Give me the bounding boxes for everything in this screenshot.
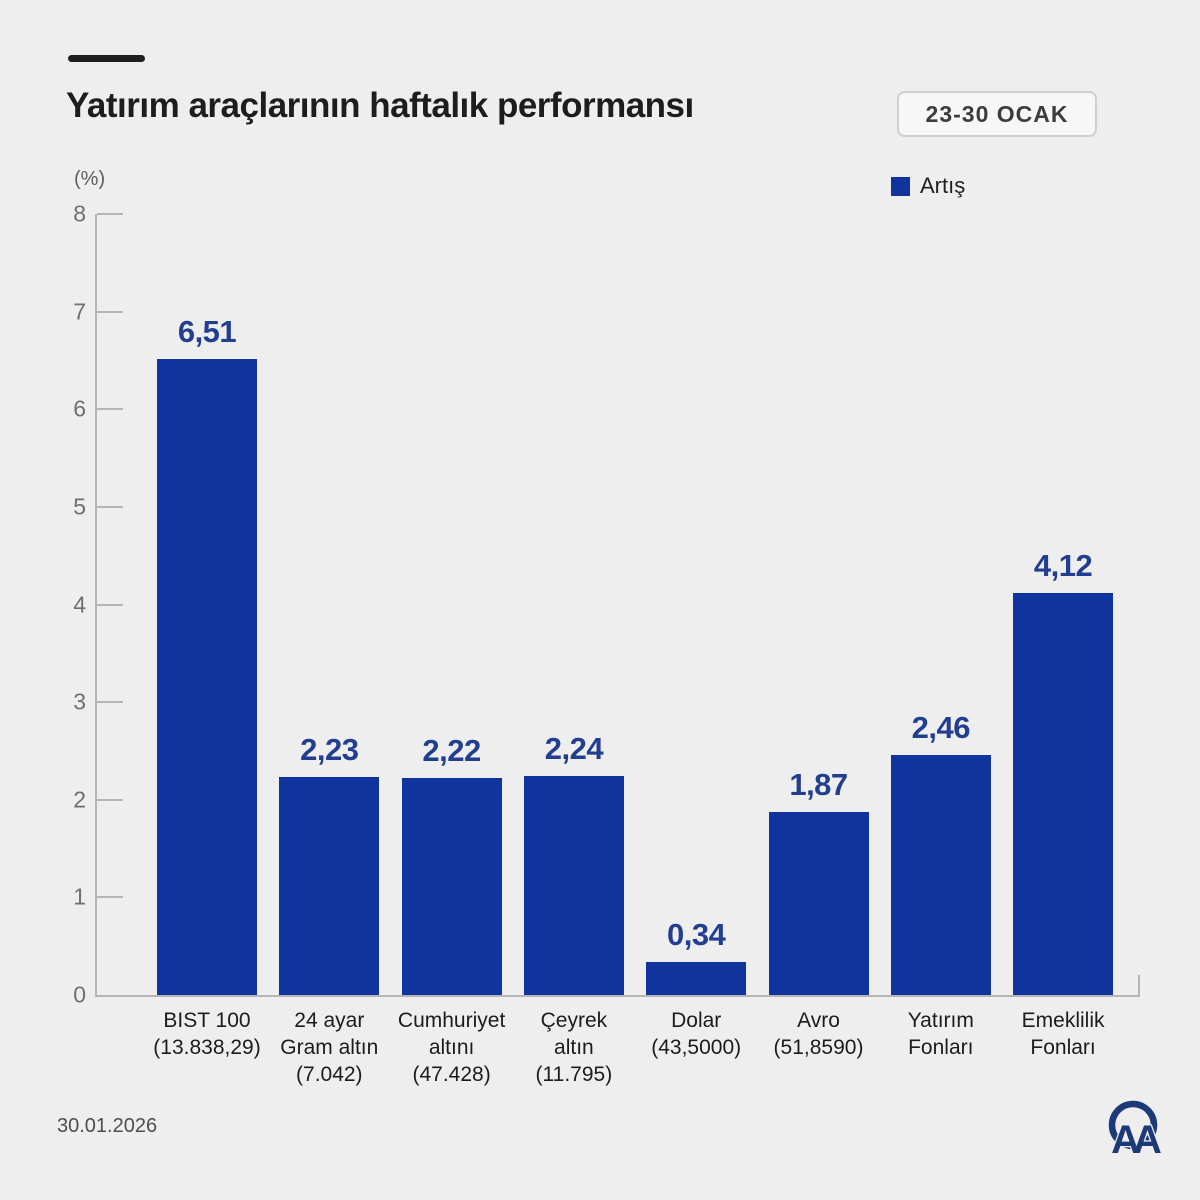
- bar-8: [1013, 592, 1114, 995]
- x-axis-label: Dolar (43,5000): [651, 1009, 742, 1059]
- x-axis-label: 24 ayar Gram altın (7.042): [280, 1009, 379, 1086]
- y-tick-label: 0: [73, 981, 86, 1008]
- legend: Artış: [891, 173, 965, 199]
- bar-value-label: 4,12: [1033, 547, 1093, 583]
- y-tick-line: [97, 701, 123, 704]
- bar-value-label: 0,34: [667, 916, 726, 952]
- legend-label: Artış: [920, 173, 966, 198]
- bar-6: [768, 812, 869, 995]
- x-axis-label: Yatırım Fonları: [907, 1009, 974, 1059]
- x-axis-label: BIST 100 (13.838,29): [153, 1009, 261, 1059]
- y-tick-line: [97, 798, 123, 801]
- y-tick-label: 4: [73, 591, 86, 617]
- bar-5: [646, 961, 747, 995]
- aa-agency-logo-icon: AA: [1108, 1100, 1169, 1163]
- y-tick-line: [97, 505, 123, 508]
- y-tick-label: 1: [73, 883, 86, 910]
- y-tick-label: 2: [73, 786, 86, 813]
- bar-1: [157, 359, 257, 995]
- y-tick-line: [97, 603, 123, 606]
- x-axis-end-tick: [1138, 975, 1140, 995]
- y-tick-label: 5: [73, 493, 86, 520]
- y-tick-line: [97, 310, 123, 313]
- accent-dash: [68, 55, 145, 62]
- y-tick-line: [97, 896, 123, 899]
- bar-value-label: 2,24: [544, 731, 604, 767]
- svg-text:AA: AA: [1111, 1118, 1161, 1162]
- date-range-badge: 23-30 OCAK: [897, 91, 1097, 137]
- y-tick-label: 6: [73, 395, 86, 422]
- y-tick-line: [97, 213, 123, 215]
- bar-3: [401, 778, 502, 995]
- bar-4: [523, 776, 624, 995]
- x-axis-line: [95, 995, 1140, 997]
- x-axis-label: Emeklilik Fonları: [1021, 1009, 1105, 1059]
- bar-value-label: 1,87: [789, 767, 848, 803]
- y-tick-label: 8: [73, 200, 86, 227]
- y-tick-label: 3: [73, 688, 86, 715]
- y-axis-unit-label: (%): [74, 168, 106, 190]
- bar-7: [890, 754, 991, 995]
- bar-value-label: 6,51: [177, 314, 237, 350]
- x-axis-label: Cumhuriyet altını (47.428): [397, 1009, 506, 1086]
- y-tick-label: 7: [73, 298, 86, 325]
- bar-value-label: 2,23: [300, 732, 359, 768]
- bar-value-label: 2,46: [911, 709, 971, 745]
- legend-swatch-icon: [891, 176, 910, 196]
- x-axis-label: Avro (51,8590): [773, 1009, 864, 1059]
- x-axis-label: Çeyrek altın (11.795): [535, 1009, 613, 1086]
- y-tick-line: [97, 408, 123, 411]
- bar-value-label: 2,22: [422, 733, 481, 769]
- page-title: Yatırım araçlarının haftalık performansı: [66, 86, 694, 125]
- y-axis-line: [95, 214, 97, 995]
- publish-date: 30.01.2026: [57, 1115, 158, 1137]
- bar-2: [279, 777, 380, 995]
